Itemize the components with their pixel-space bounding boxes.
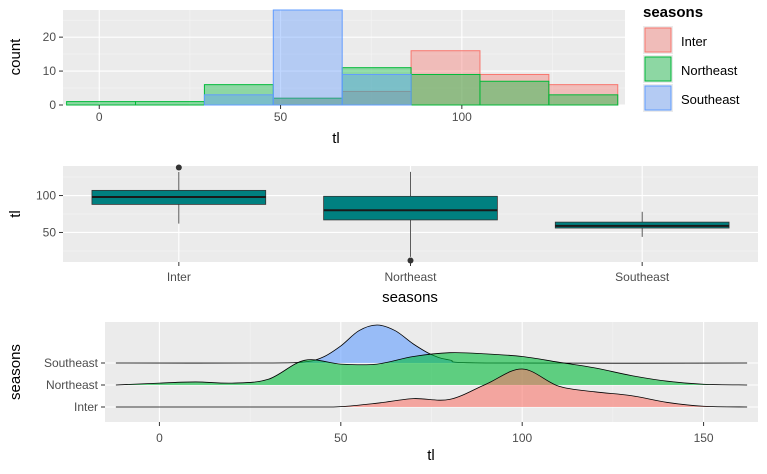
legend-label-inter: Inter (681, 34, 708, 49)
box-body-northeast (323, 195, 498, 221)
ridge-fill-northeast (115, 352, 748, 385)
legend-label-northeast: Northeast (681, 63, 738, 78)
histogram-x-ticks: 0 50 100 (96, 105, 472, 124)
boxplot-x-tick-label-northeast: Northeast (384, 270, 437, 284)
boxplot-y-tick-label: 100 (36, 189, 56, 203)
histogram-bar-northeast (66, 101, 137, 106)
ridgeline-x-tick-label: 100 (512, 431, 532, 445)
boxplot-chart: Inter Northeast Southeast 50 100 seasons tl (7, 164, 758, 306)
histogram-x-tick-label: 0 (96, 110, 103, 124)
boxplot-x-axis-title: seasons (382, 289, 438, 306)
boxplot-y-ticks: 50 100 (36, 189, 63, 239)
ridge-fill-inter (115, 368, 748, 408)
histogram-bar-southeast (341, 73, 412, 106)
histogram-bars (66, 9, 619, 106)
histogram-bar-northeast (548, 94, 619, 106)
boxplot-x-ticks: Inter Northeast Southeast (167, 262, 670, 284)
histogram-bar-northeast (410, 73, 481, 106)
legend-swatch-southeast (644, 85, 672, 111)
ridgeline-y-axis-title: seasons (7, 344, 24, 400)
legend-key-bg-inter (643, 26, 673, 54)
ridgeline-x-tick-label: 150 (694, 431, 714, 445)
legend-item-northeast: Northeast (643, 55, 738, 83)
legend-swatch-inter (644, 27, 672, 53)
legend-title: seasons (643, 4, 703, 21)
ridgeline-y-tick-label-northeast: Northeast (46, 378, 99, 392)
legend-item-southeast: Southeast (643, 84, 740, 112)
boxplot-y-tick-label: 50 (43, 225, 57, 239)
histogram-x-tick-label: 50 (274, 110, 288, 124)
ridgeline-densities (115, 324, 748, 408)
legend-item-inter: Inter (643, 26, 708, 54)
boxplot-x-tick-label-southeast: Southeast (615, 270, 670, 284)
box-outlier-inter (175, 164, 182, 171)
histogram-panel-background (63, 10, 625, 105)
histogram-y-tick-label: 0 (49, 98, 56, 112)
box-outlier-northeast (407, 257, 414, 264)
ridgeline-x-tick-label: 0 (156, 431, 163, 445)
boxplot-boxes (91, 164, 730, 264)
ridgeline-x-axis-title: tl (427, 447, 435, 464)
chart-legend: seasons Inter Northeast Southeast (643, 4, 740, 112)
legend-swatch-northeast (644, 56, 672, 82)
histogram-bar-northeast (479, 80, 550, 106)
ridge-outline-northeast (115, 352, 748, 386)
ridgeline-y-tick-label-inter: Inter (74, 400, 98, 414)
histogram-chart: 0 50 100 0 10 20 tl count (7, 9, 625, 147)
ridgeline-x-ticks: 0 50 100 150 (156, 422, 714, 445)
ridgeline-y-tick-label-southeast: Southeast (44, 356, 99, 370)
legend-key-bg-northeast (643, 55, 673, 83)
ridgeline-y-ticks: Inter Northeast Southeast (44, 356, 105, 414)
histogram-x-tick-label: 100 (452, 110, 472, 124)
histogram-x-axis-title: tl (332, 130, 340, 147)
histogram-bar-northeast (135, 101, 205, 106)
ridgeline-chart: 0 50 100 150 Inter Northeast Southeast tl sea… (7, 322, 758, 464)
histogram-bar-inter (479, 73, 550, 106)
legend-key-bg-southeast (643, 84, 673, 112)
histogram-y-tick-label: 20 (43, 30, 57, 44)
ridge-outline-inter (115, 368, 748, 408)
histogram-bar-northeast (341, 67, 412, 106)
histogram-bar-southeast (272, 9, 343, 106)
ridgeline-x-tick-label: 50 (334, 431, 348, 445)
legend-label-southeast: Southeast (681, 92, 740, 107)
histogram-bar-southeast (203, 94, 274, 106)
boxplot-y-axis-title: tl (7, 210, 24, 218)
histogram-y-axis-title: count (7, 38, 24, 76)
boxplot-x-tick-label-inter: Inter (167, 270, 191, 284)
histogram-y-ticks: 0 10 20 (43, 30, 63, 112)
histogram-y-tick-label: 10 (43, 64, 57, 78)
